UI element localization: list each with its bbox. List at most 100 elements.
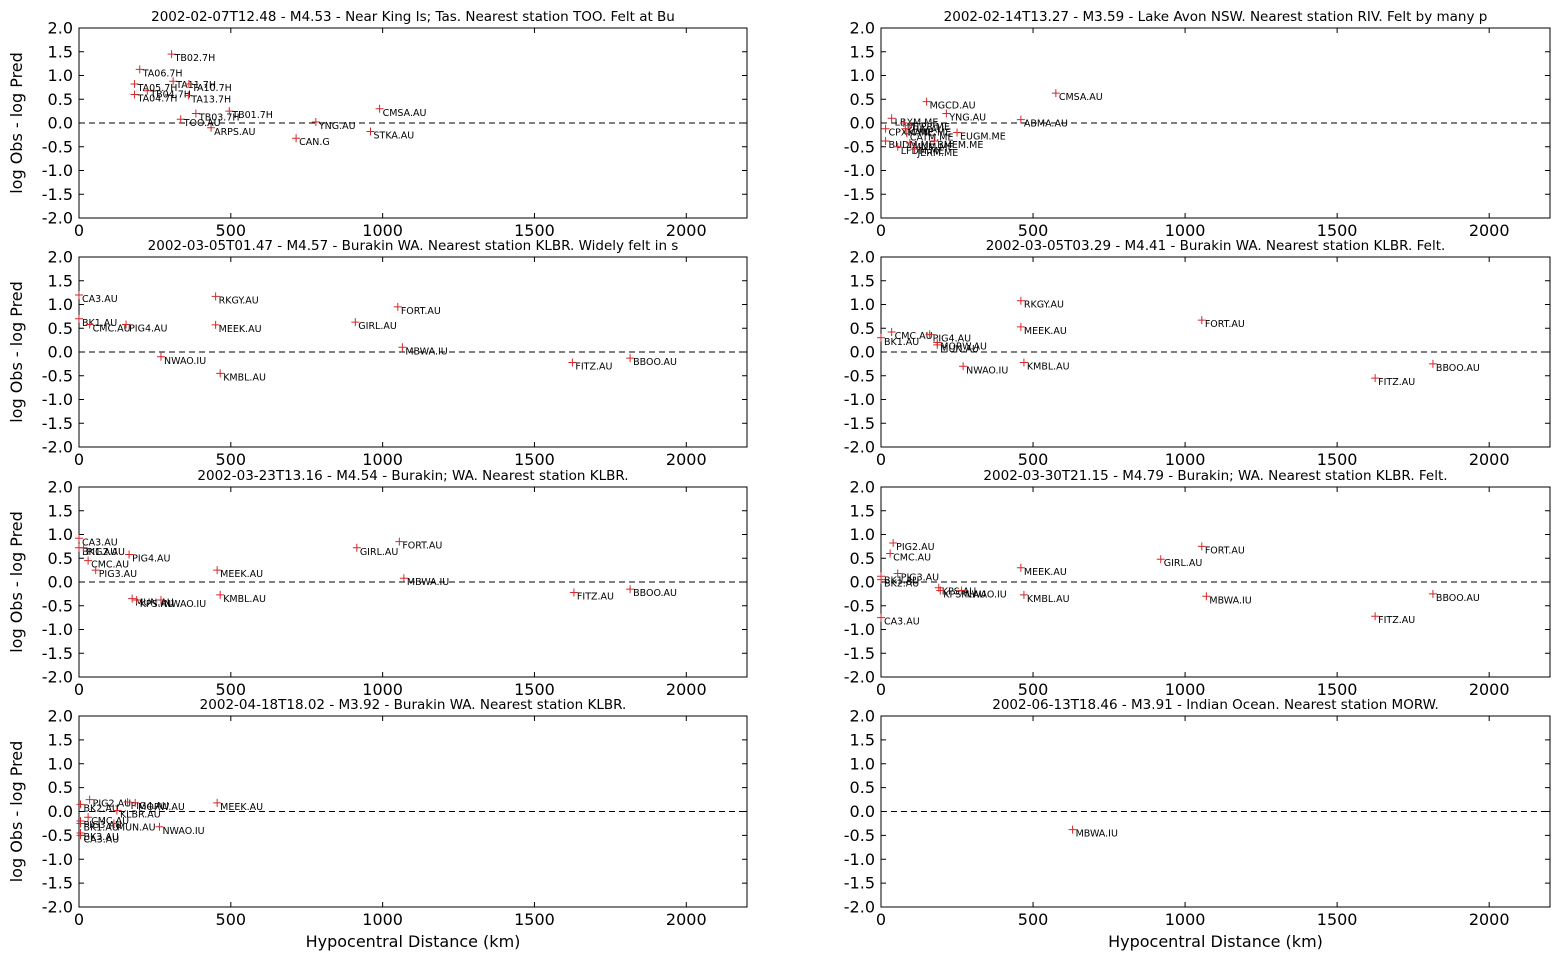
data-point-PIG4.AU: PIG4.AU [122,320,168,334]
y-tick-label: 1.5 [850,271,875,290]
y-tick-label: -2.0 [42,438,73,457]
x-tick-label: 2000 [666,221,707,240]
station-label: BBOO.AU [633,588,677,599]
x-tick-label: 2000 [666,450,707,469]
plus-marker [936,586,945,595]
plus-marker [213,798,222,807]
y-tick-label: 1.5 [48,501,73,520]
plus-marker [109,819,118,828]
subplot-5: 2002-03-23T13.16 - M4.54 - Burakin; WA. … [7,468,748,699]
station-label: BK1.AU [82,547,117,558]
data-point-BK2.AU: BK2.AU [76,800,119,814]
x-tick-label: 2000 [1469,680,1510,699]
station-label: CMSA.AU [383,108,427,119]
y-tick-label: -0.5 [42,596,73,615]
subplot-1: 2002-02-07T12.48 - M4.53 - Near King Is;… [7,9,748,240]
station-label: MUN.AU [940,344,979,355]
y-tick-label: -0.5 [42,366,73,385]
data-point-MBWA.IU: MBWA.IU [398,343,448,357]
y-tick-label: -2.0 [42,898,73,917]
plus-marker [213,566,222,575]
x-tick-label: 1500 [1317,680,1358,699]
x-tick-label: 1000 [362,221,403,240]
data-point-FITZ.AU: FITZ.AU [569,588,614,602]
station-label: FORT.AU [402,541,442,552]
station-label: KANE.ME [908,128,951,139]
station-label: PIG4.AU [129,323,167,334]
data-point-MEEK.AU: MEEK.AU [1016,563,1067,578]
x-tick-label: 500 [216,221,247,240]
x-tick-label: 500 [216,910,247,929]
data-point-BUDM.ME: BUDM.ME [881,137,935,151]
plus-marker [1197,542,1206,551]
subplot-title: 2002-02-07T12.48 - M4.53 - Near King Is;… [151,9,675,25]
y-tick-label: -1.0 [42,390,73,409]
x-tick-label: 1000 [362,680,403,699]
station-label: PIG2.AU [93,799,131,810]
y-tick-label: -1.5 [42,874,73,893]
data-point-STKA.AU: STKA.AU [366,127,414,142]
station-label: MBWA.IU [1076,829,1118,840]
data-point-YNG.AU: YNG.AU [311,118,356,132]
x-tick-label: 1000 [362,910,403,929]
station-label: KPSM.AU [943,590,986,601]
data-point-TA11.7H: TA11.7H [169,77,216,91]
plus-marker [887,114,896,123]
station-label: CMC.AU [91,816,129,827]
y-tick-label: -0.5 [844,596,875,615]
station-label: CAN.G [299,137,330,148]
data-point-KANE.ME: KANE.ME [901,124,951,139]
plus-marker [130,80,139,89]
station-label: NWAO.IU [164,356,206,367]
station-label: FITZ.AU [575,361,612,372]
plus-marker [1156,555,1165,564]
station-label: GIRL.AU [1164,558,1203,569]
data-point-TA06.7H: TA06.7H [135,65,183,79]
station-label: NWAO.IU [965,590,1007,601]
station-label: CMC.AU [91,560,129,571]
y-tick-label: 0.0 [48,343,73,362]
data-point-PIG2.AU: PIG2.AU [85,795,131,810]
y-tick-label: 1.0 [48,66,73,85]
data-point-CA3.AU: CA3.AU [75,534,118,548]
plus-marker [887,328,896,337]
y-tick-label: 1.5 [48,730,73,749]
station-label: KPS.AU [140,599,175,610]
plus-marker [959,362,968,371]
plus-marker [953,128,962,137]
station-label: MGCD.AU [930,101,976,112]
data-point-MBWA.IU: MBWA.IU [399,574,449,588]
plus-marker [877,613,885,622]
data-point-TB02.7H: TB02.7H [167,50,215,64]
plus-marker [889,539,898,548]
y-tick-label: 1.0 [850,754,875,773]
station-label: FITZ.AU [1378,615,1415,626]
y-axis-label: log Obs - log Pred [7,52,26,194]
x-tick-label: 1000 [1165,221,1206,240]
station-label: KMBL.AU [1027,361,1070,372]
y-tick-label: 0.5 [850,549,875,568]
subplot-title: 2002-03-05T01.47 - M4.57 - Burakin WA. N… [148,238,679,254]
x-tick-label: 0 [74,910,84,929]
subplot-3: 2002-03-05T01.47 - M4.57 - Burakin WA. N… [7,238,748,469]
y-tick-label: 1.0 [48,525,73,544]
data-point-CATM.ME: CATM.ME [902,129,953,143]
plus-marker [393,302,402,311]
station-label: CMC.AU [895,331,933,342]
station-label: TB03.7H [198,113,240,124]
data-point-LBXM.ME: LBXM.ME [887,114,938,128]
plus-marker [1197,316,1206,325]
data-point-BMEM.ME: BMEM.ME [930,137,983,151]
y-tick-label: 2.0 [48,248,73,267]
station-label: PIG2.AU [896,542,934,553]
y-tick-label: 0.0 [850,114,875,133]
data-point-GIRL.AU: GIRL.AU [1156,555,1203,569]
data-point-KLBR.AU: KLBR.AU [112,806,161,821]
y-tick-label: 2.0 [850,707,875,726]
plus-marker [886,549,895,558]
plus-marker [910,145,919,154]
data-point-YNG.AU: YNG.AU [942,109,986,124]
x-tick-label: 0 [876,450,886,469]
y-tick-label: 0.5 [850,319,875,338]
